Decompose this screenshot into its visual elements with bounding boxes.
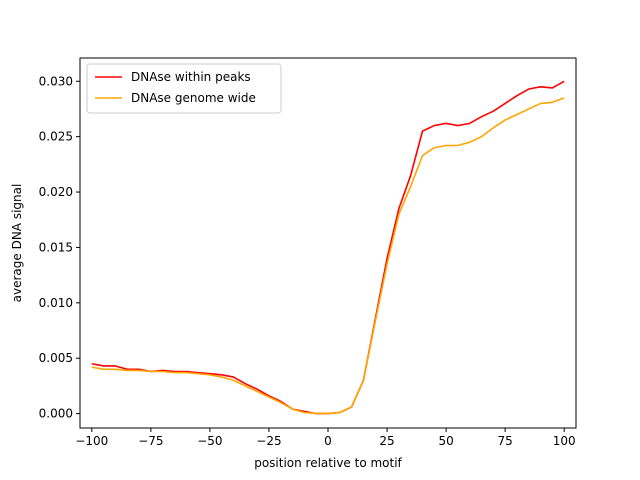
- y-tick-label: 0.000: [39, 407, 73, 421]
- x-axis-label: position relative to motif: [254, 456, 402, 470]
- x-tick-label: −75: [138, 434, 163, 448]
- legend-label-genome-wide: DNAse genome wide: [131, 91, 256, 105]
- x-tick-label: 75: [498, 434, 513, 448]
- y-axis-label: average DNA signal: [10, 184, 24, 303]
- legend-box: [86, 63, 282, 114]
- legend-label-peaks: DNAse within peaks: [131, 70, 251, 84]
- x-tick-label: 25: [379, 434, 394, 448]
- x-tick-label: −25: [256, 434, 281, 448]
- x-tick-label: 0: [324, 434, 332, 448]
- x-tick-label: 50: [438, 434, 453, 448]
- y-tick-label: 0.020: [39, 185, 73, 199]
- legend: DNAse within peaks DNAse genome wide: [86, 63, 282, 114]
- y-axis: 0.000 0.005 0.010 0.015 0.020 0.025 0.030: [39, 74, 80, 421]
- series-layer: [91, 80, 565, 415]
- x-axis: −100 −75 −50 −25 0 25 50 75 100: [75, 428, 576, 448]
- y-tick-label: 0.025: [39, 130, 73, 144]
- x-tick-label: 100: [553, 434, 576, 448]
- x-tick-label: −50: [197, 434, 222, 448]
- y-tick-label: 0.030: [39, 74, 73, 88]
- x-tick-label: −100: [75, 434, 108, 448]
- y-tick-label: 0.015: [39, 240, 73, 254]
- series-line-genome-wide: [91, 97, 565, 415]
- y-tick-label: 0.005: [39, 351, 73, 365]
- y-tick-label: 0.010: [39, 296, 73, 310]
